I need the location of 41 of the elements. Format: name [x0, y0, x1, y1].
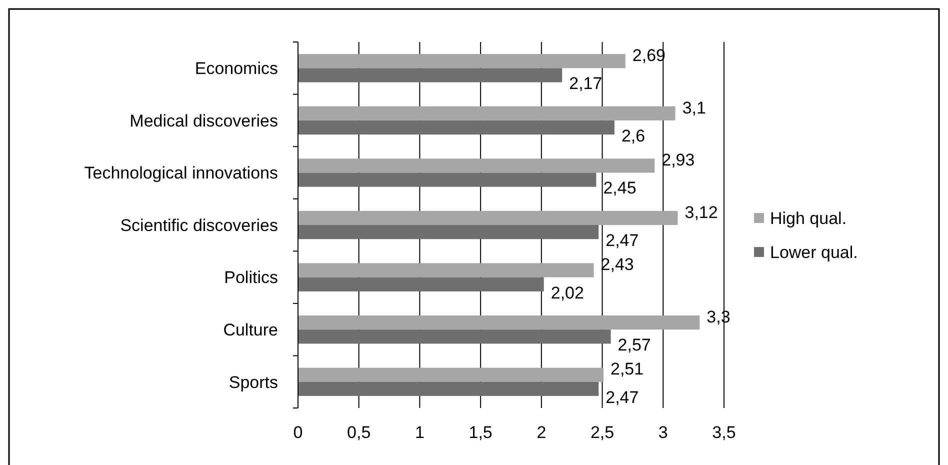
data-label: 2,45: [603, 178, 636, 198]
data-label: 2,17: [569, 74, 602, 94]
data-label: 3,12: [684, 202, 718, 222]
bar: [298, 106, 676, 120]
data-label: 2,47: [606, 231, 639, 250]
bar: [298, 210, 678, 225]
bar: [298, 120, 614, 135]
bar: [298, 263, 594, 278]
x-tick-label: 0: [293, 422, 303, 442]
bar: [298, 54, 626, 68]
bar: [298, 172, 596, 187]
bar: [298, 158, 655, 173]
y-tick-label: Culture: [223, 320, 278, 340]
bar: [298, 277, 544, 292]
data-label: 2,51: [610, 360, 644, 379]
x-tick-label: 1,5: [468, 422, 492, 442]
bar: [298, 315, 700, 330]
x-tick-label: 1: [414, 422, 424, 442]
y-tick-label: Medical discoveries: [130, 111, 278, 130]
legend-label: High qual.: [770, 208, 847, 228]
data-label: 2,02: [550, 283, 584, 302]
x-tick-label: 3: [658, 422, 668, 442]
data-label: 2,57: [618, 336, 651, 355]
legend-label: Lower qual.: [770, 242, 858, 262]
bar: [298, 368, 604, 382]
x-tick-label: 3,5: [712, 422, 736, 442]
x-tick-label: 2: [536, 422, 546, 442]
data-label: 2,6: [621, 126, 646, 146]
data-label: 3,1: [682, 98, 706, 118]
y-tick-label: Technological innovations: [84, 164, 278, 183]
x-tick-label: 0,5: [347, 422, 371, 442]
bar: [298, 68, 562, 82]
bar: [298, 330, 611, 344]
y-tick-label: Economics: [194, 59, 278, 78]
x-tick-label: 2,5: [590, 422, 614, 442]
bar: [298, 382, 599, 396]
y-tick-label: Scientific discoveries: [120, 216, 278, 235]
bar: [298, 225, 599, 240]
y-tick-label: Politics: [224, 268, 278, 288]
data-label: 2,47: [606, 388, 639, 407]
y-tick-label: Sports: [228, 372, 278, 392]
